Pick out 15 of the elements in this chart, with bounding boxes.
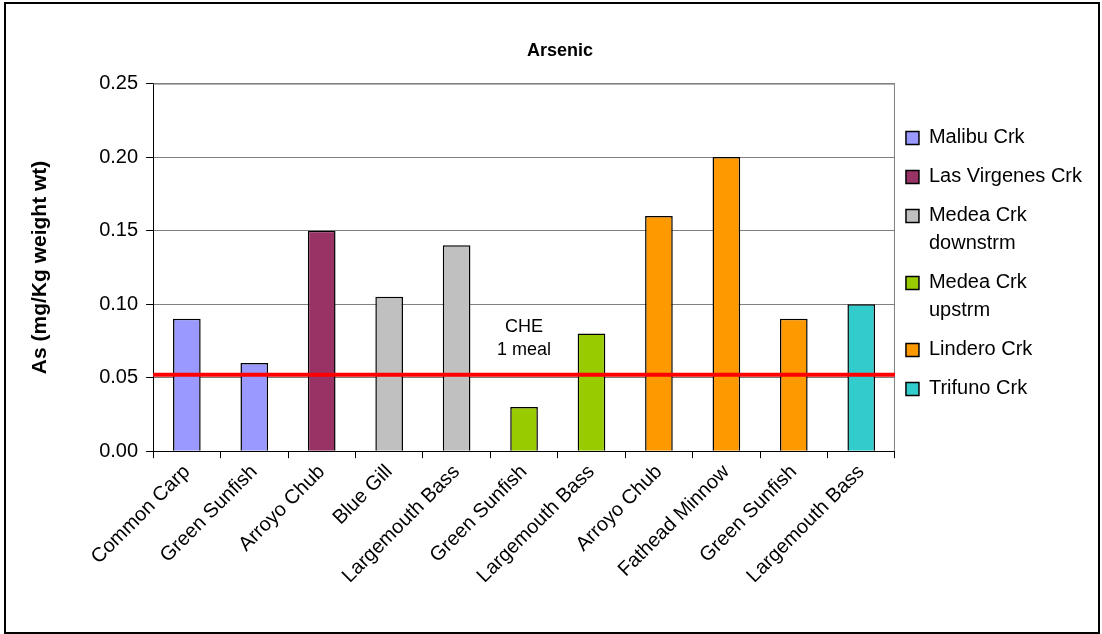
- y-tick-label: 0.25: [99, 71, 139, 94]
- y-tick-label: 0.05: [99, 365, 139, 388]
- legend-label: Malibu Crk: [928, 125, 1026, 148]
- legend-label: Medea Crk downstrm: [928, 203, 1028, 254]
- legend-label: Medea Crk upstrm: [928, 270, 1028, 321]
- ref-line-label: CHE 1 meal: [497, 315, 552, 359]
- legend-label: Las Virgenes Crk: [928, 164, 1083, 187]
- legend-label: Lindero Crk: [928, 337, 1034, 360]
- y-tick-label: 0.20: [99, 144, 139, 167]
- legend-label: Trifuno Crk: [928, 376, 1029, 399]
- y-axis-title: As (mg/Kg weight wt): [27, 160, 51, 375]
- chart-title: Arsenic: [526, 39, 594, 60]
- y-tick-label: 0.00: [99, 438, 139, 461]
- y-tick-label: 0.15: [99, 218, 139, 241]
- y-tick-label: 0.10: [99, 291, 139, 314]
